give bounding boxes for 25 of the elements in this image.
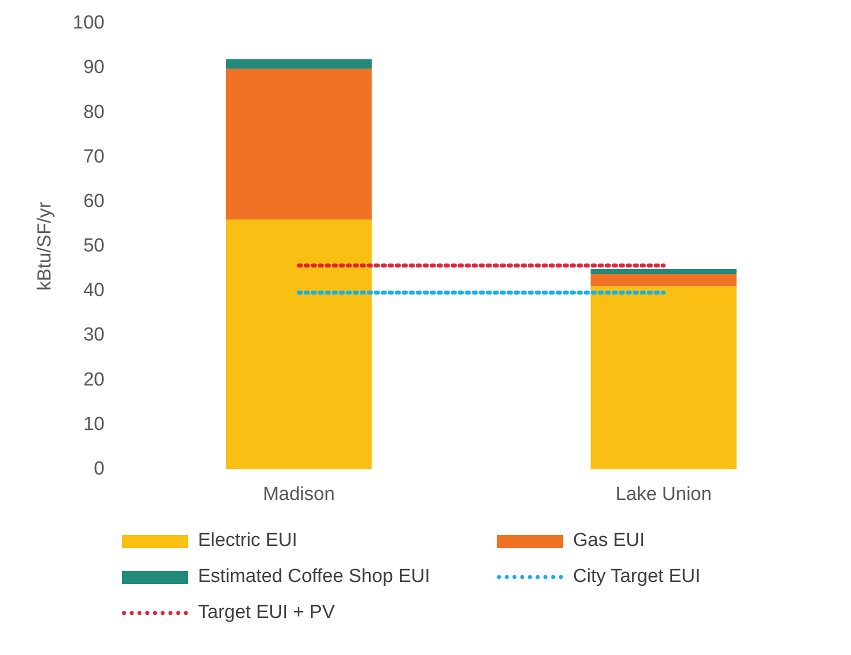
x-tick-label: Madison — [262, 484, 335, 505]
bar — [590, 286, 737, 470]
y-tick-label: 40 — [83, 280, 104, 302]
y-tick-label: 50 — [83, 236, 104, 257]
bar — [226, 220, 372, 470]
y-axis-title: kBtu/SF/yr — [34, 201, 56, 291]
y-tick-label: 10 — [83, 414, 104, 435]
x-tick-label: Lake Union — [616, 484, 712, 505]
legend-label: Gas EUI — [573, 530, 645, 552]
bar — [590, 274, 737, 286]
bar — [226, 68, 372, 220]
y-tick-label: 60 — [83, 190, 104, 212]
bar — [590, 269, 737, 274]
legend-label: Target EUI + PV — [198, 602, 335, 624]
y-tick-label: 30 — [83, 324, 104, 346]
legend-label: City Target EUI — [573, 566, 700, 588]
y-tick-label: 0 — [94, 458, 104, 480]
legend-label: Electric EUI — [198, 530, 298, 552]
y-tick-label: 90 — [83, 57, 104, 78]
legend-label: Estimated Coffee Shop EUI — [198, 566, 430, 588]
y-tick-label: 100 — [72, 12, 104, 34]
y-tick-label: 20 — [83, 369, 104, 390]
y-tick-label: 70 — [83, 146, 104, 168]
bar — [226, 59, 372, 69]
y-tick-label: 80 — [83, 102, 104, 123]
